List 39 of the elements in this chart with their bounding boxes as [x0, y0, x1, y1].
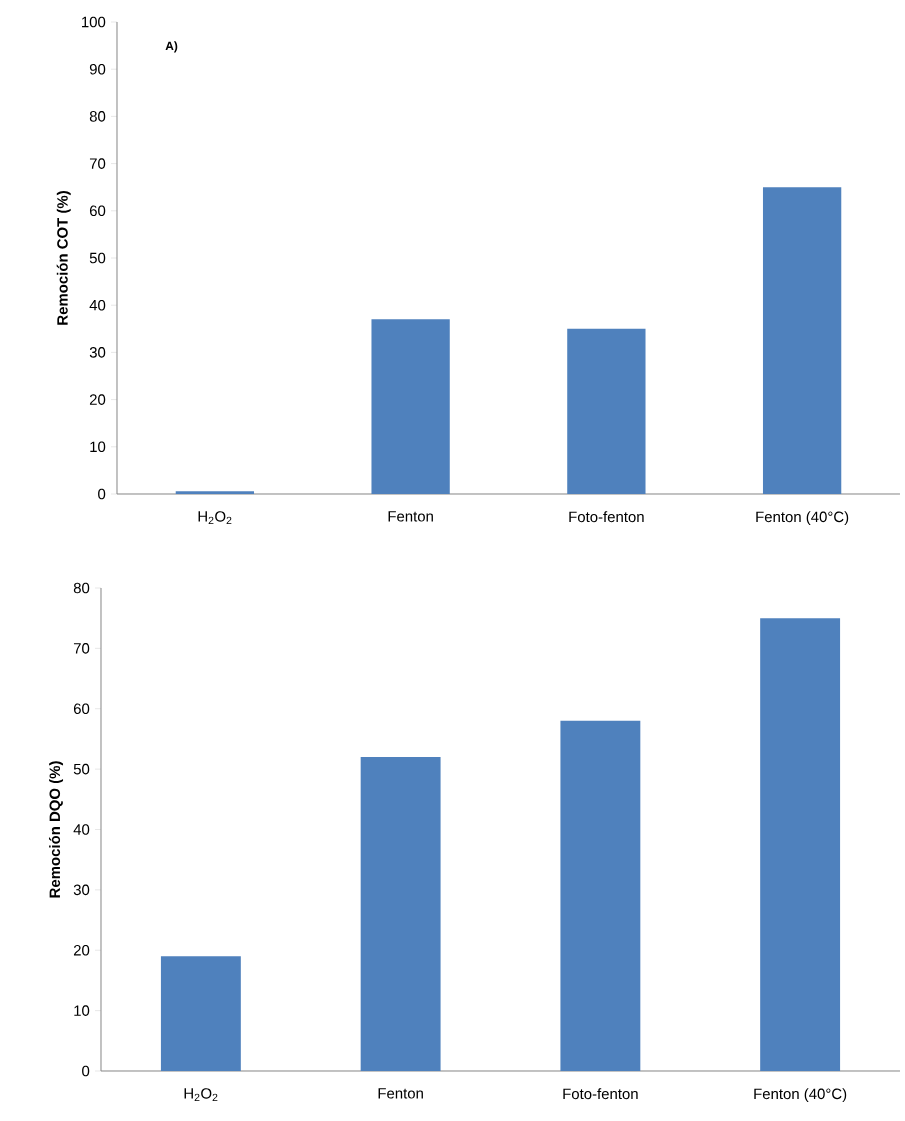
y-tick-label: 20	[89, 394, 106, 405]
x-tick-label: H$_{2}$O$_{2}$	[184, 1088, 218, 1101]
x-tick-label: Fenton	[388, 511, 433, 522]
y-tick-label: 0	[82, 1065, 90, 1077]
y-tick-label: 10	[74, 1005, 90, 1016]
y-tick-label: 80	[73, 582, 90, 594]
y-tick-label: 70	[89, 158, 106, 169]
y-tick-label: 30	[73, 884, 90, 896]
y-tick-label: 50	[73, 763, 90, 775]
y-tick-label: 10	[90, 441, 106, 453]
y-tick-label: 20	[73, 944, 90, 956]
y-tick-label: 70	[73, 643, 90, 654]
y-tick-label: 0	[98, 488, 106, 500]
y-tick-label: 100	[82, 16, 106, 28]
y-tick-label: 50	[89, 252, 106, 264]
y-tick-label: 80	[89, 111, 106, 122]
bar	[360, 757, 441, 1071]
y-tick-label: 60	[73, 703, 90, 715]
y-axis-title: Remoción COT (%)	[56, 191, 71, 325]
bar	[160, 956, 241, 1071]
x-tick-label: Fenton (40°C)	[756, 511, 849, 526]
y-tick-label: 40	[73, 824, 90, 835]
annotation: A)	[165, 41, 178, 53]
bar	[371, 319, 450, 494]
y-axis-title: Remoción DQO (%)	[49, 761, 64, 898]
y-tick-label: 90	[89, 63, 106, 75]
y-tick-label: 40	[89, 299, 106, 311]
x-tick-label: Fenton (40°C)	[754, 1088, 847, 1103]
bar	[760, 618, 841, 1071]
bar	[560, 720, 641, 1071]
x-tick-label: Fenton	[378, 1088, 423, 1099]
y-tick-label: 30	[89, 347, 106, 358]
bar	[762, 187, 842, 494]
bar	[567, 328, 646, 494]
y-tick-label: 60	[89, 205, 106, 217]
x-tick-label: Foto-fenton	[563, 1088, 638, 1100]
bar	[175, 491, 255, 494]
x-tick-label: H$_{2}$O$_{2}$	[198, 511, 232, 524]
x-tick-label: Foto-fenton	[569, 511, 644, 523]
